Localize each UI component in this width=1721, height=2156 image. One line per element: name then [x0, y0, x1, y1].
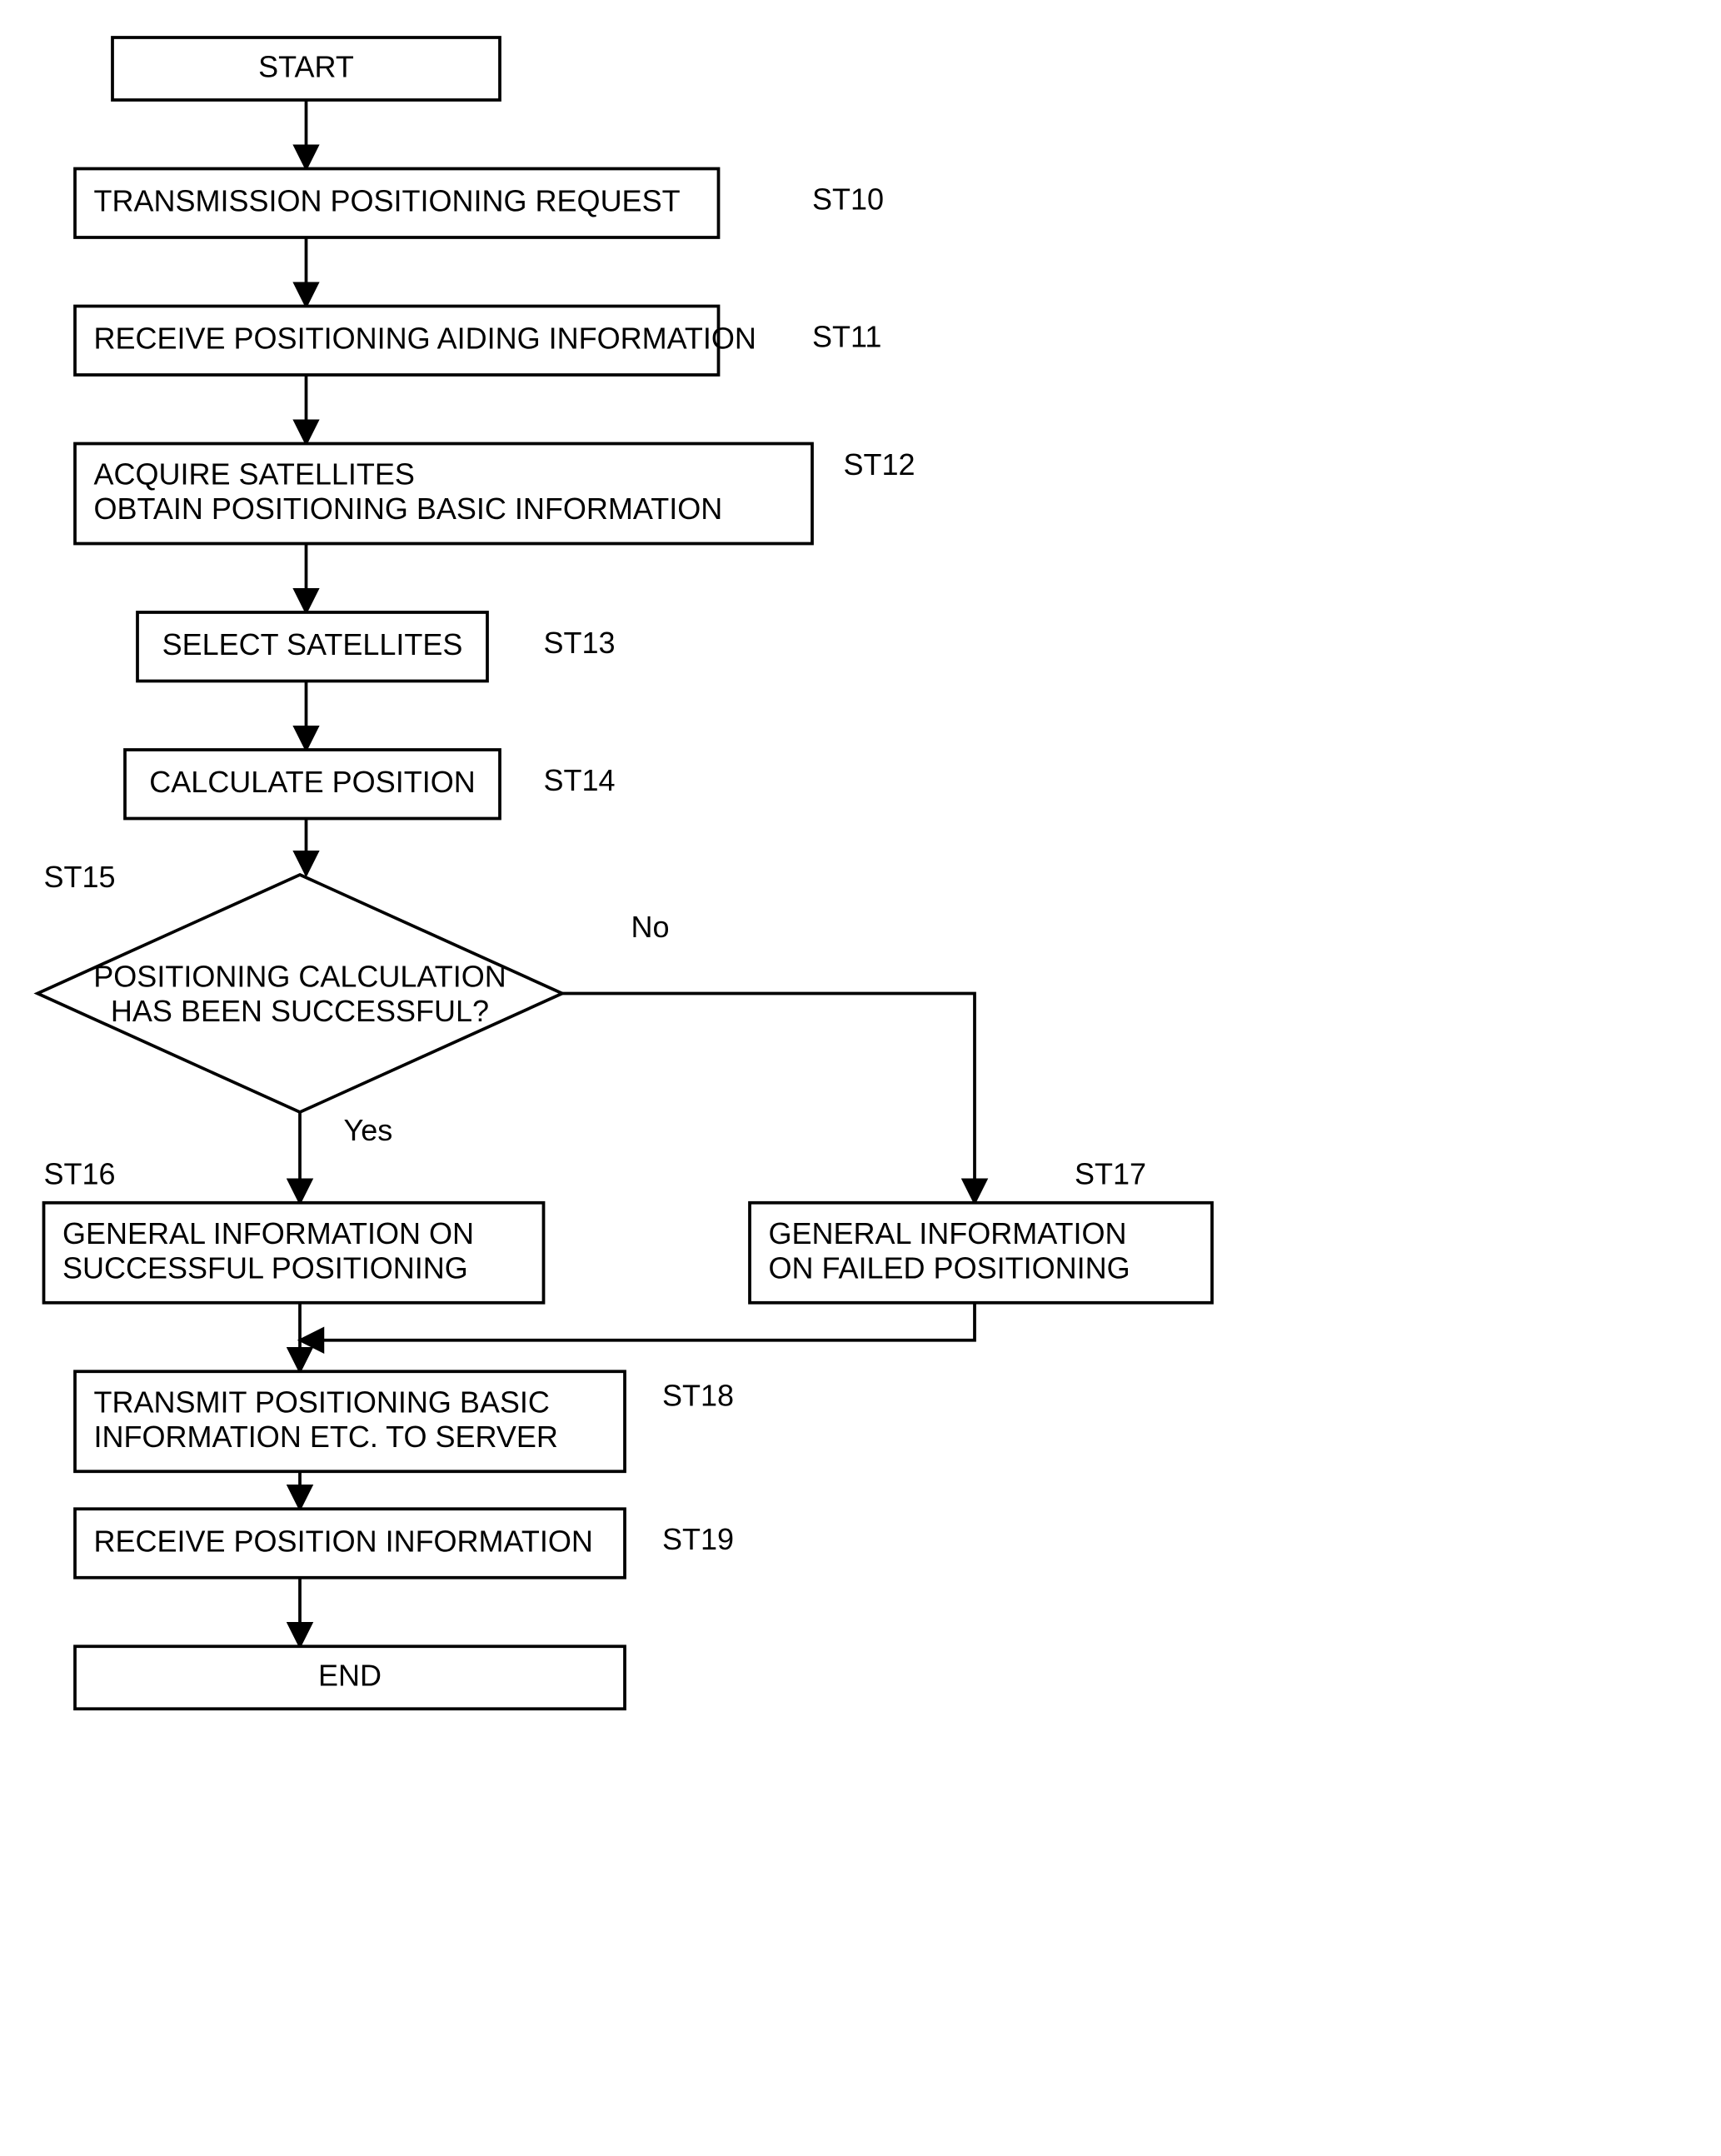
node-st12-text: OBTAIN POSITIONING BASIC INFORMATION	[94, 492, 723, 526]
node-start: START	[112, 37, 500, 100]
node-end-text: END	[318, 1659, 382, 1693]
node-st17: GENERAL INFORMATIONON FAILED POSITIONING…	[750, 1156, 1212, 1303]
node-st10: TRANSMISSION POSITIONING REQUEST ST10	[75, 169, 884, 238]
step-label-st17: ST17	[1075, 1156, 1146, 1190]
node-st12: ACQUIRE SATELLITESOBTAIN POSITIONING BAS…	[75, 444, 915, 544]
node-st11-text: RECEIVE POSITIONING AIDING INFORMATION	[94, 322, 756, 356]
node-st15: POSITIONING CALCULATIONHAS BEEN SUCCESSF…	[37, 860, 670, 1147]
node-st19: RECEIVE POSITION INFORMATION ST19	[75, 1509, 734, 1578]
node-st17-text: ON FAILED POSITIONING	[769, 1250, 1130, 1285]
nodes: START TRANSMISSION POSITIONING REQUEST ST1…	[37, 37, 1212, 1709]
node-st19-text: RECEIVE POSITION INFORMATION	[94, 1524, 593, 1558]
node-st12-text: ACQUIRE SATELLITES	[94, 457, 415, 492]
step-label-st12: ST12	[844, 447, 915, 482]
node-start-text: START	[258, 49, 354, 83]
step-label-st10: ST10	[812, 182, 884, 216]
node-st18-text: TRANSMIT POSITIONING BASIC	[94, 1385, 550, 1419]
step-label-st11: ST11	[812, 319, 881, 353]
node-st14-text: CALCULATE POSITION	[149, 765, 475, 799]
node-st15-text: HAS BEEN SUCCESSFUL?	[111, 994, 489, 1028]
flowchart: START TRANSMISSION POSITIONING REQUEST ST1…	[0, 0, 1291, 1737]
node-st14: CALCULATE POSITION ST14	[125, 750, 616, 819]
edge-st17	[300, 1303, 975, 1340]
node-st18: TRANSMIT POSITIONING BASICINFORMATION ET…	[75, 1371, 734, 1471]
node-end: END	[75, 1646, 625, 1709]
node-st16: GENERAL INFORMATION ONSUCCESSFUL POSITIO…	[44, 1156, 544, 1303]
node-st11: RECEIVE POSITIONING AIDING INFORMATION ST…	[75, 307, 881, 376]
node-st18-text: INFORMATION ETC. TO SERVER	[94, 1420, 558, 1454]
edge-st15no	[562, 994, 975, 1203]
node-st15-text: POSITIONING CALCULATION	[93, 959, 506, 993]
node-st17-text: GENERAL INFORMATION	[769, 1216, 1127, 1250]
node-st13-text: SELECT SATELLITES	[162, 627, 463, 661]
node-st16-text: GENERAL INFORMATION ON	[62, 1216, 474, 1250]
decision-yes: Yes	[344, 1113, 393, 1147]
decision-no: No	[631, 910, 670, 944]
step-label-st16: ST16	[44, 1156, 116, 1190]
step-label-st18: ST18	[662, 1379, 734, 1413]
node-st10-text: TRANSMISSION POSITIONING REQUEST	[94, 184, 681, 218]
node-st13: SELECT SATELLITES ST13	[137, 612, 616, 681]
node-st16-text: SUCCESSFUL POSITIONING	[62, 1250, 468, 1285]
step-label-st19: ST19	[662, 1522, 734, 1556]
step-label-st15: ST15	[44, 860, 116, 894]
step-label-st14: ST14	[544, 763, 616, 797]
step-label-st13: ST13	[544, 626, 616, 660]
